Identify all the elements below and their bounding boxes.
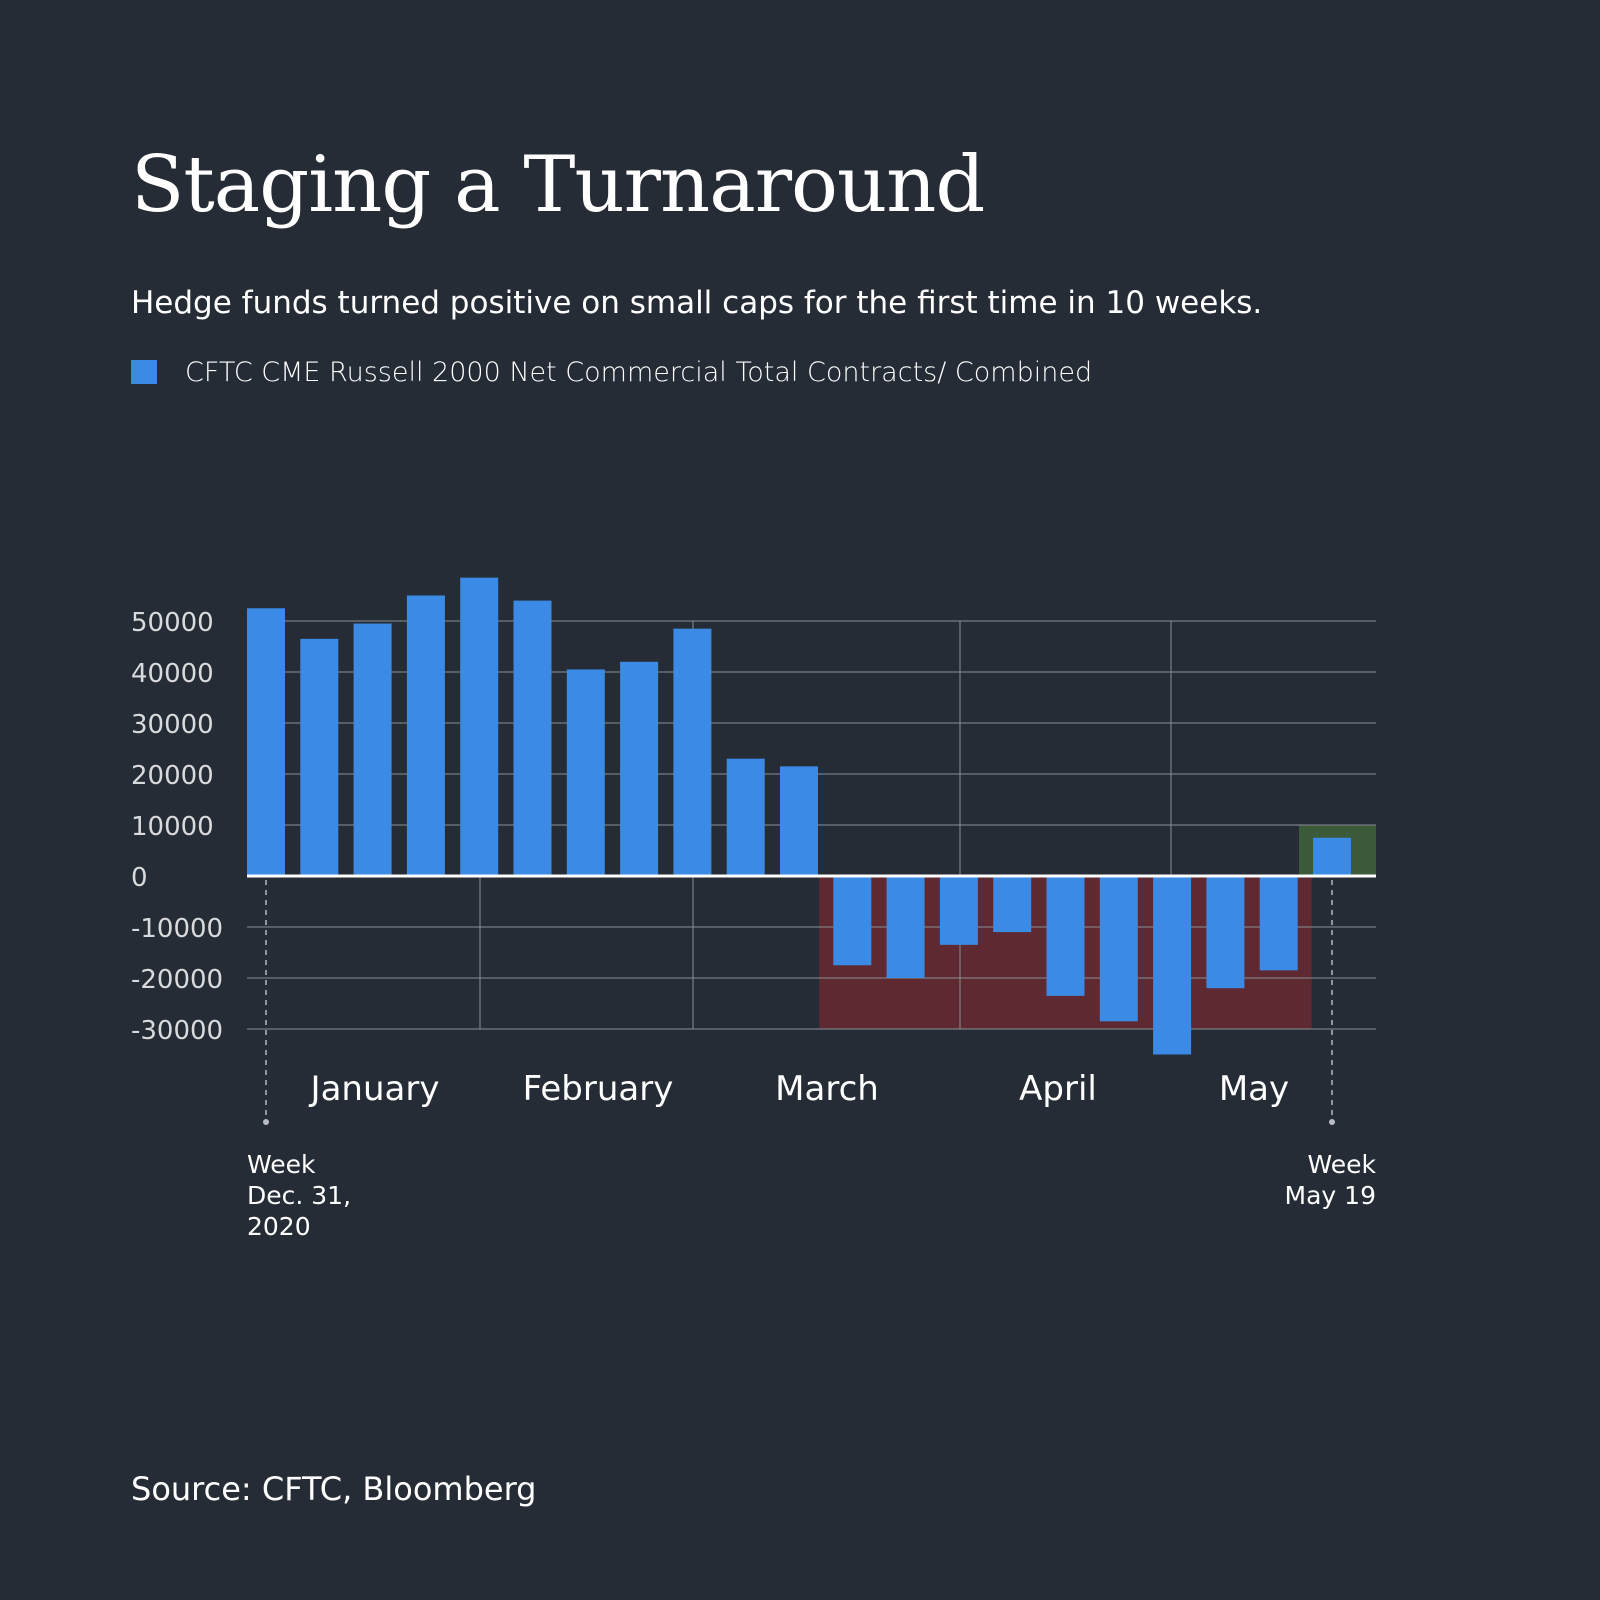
bar: [993, 876, 1032, 933]
start-week-label: 2020: [247, 1212, 311, 1241]
legend: CFTC CME Russell 2000 Net Commercial Tot…: [131, 356, 1092, 388]
source-note: Source: CFTC, Bloomberg: [131, 1470, 537, 1508]
end-week-label: May 19: [1285, 1181, 1376, 1210]
bar: [673, 628, 712, 876]
y-tick-label: 20000: [131, 761, 214, 791]
bar: [620, 661, 659, 876]
month-label: February: [523, 1069, 674, 1109]
y-tick-label: 40000: [131, 659, 214, 689]
bar: [780, 766, 818, 876]
chart-subtitle: Hedge funds turned positive on small cap…: [131, 285, 1263, 321]
page-title: Staging a Turnaround: [131, 140, 985, 230]
bar: [566, 669, 605, 876]
month-label: January: [309, 1069, 440, 1109]
bar: [939, 876, 978, 945]
bar: [886, 876, 925, 978]
week-marker-dot: [1329, 1119, 1335, 1125]
bar: [406, 595, 445, 876]
bar: [460, 577, 499, 876]
legend-label: CFTC CME Russell 2000 Net Commercial Tot…: [185, 356, 1093, 388]
bar: [1153, 876, 1192, 1055]
bar: [300, 638, 339, 876]
month-label: April: [1019, 1069, 1097, 1109]
y-tick-label: 30000: [131, 710, 214, 740]
bar: [1313, 837, 1351, 876]
y-tick-label: -10000: [131, 914, 223, 944]
bar: [1259, 876, 1298, 971]
bar: [1206, 876, 1245, 989]
bar: [247, 608, 285, 876]
y-tick-label: 0: [131, 863, 148, 893]
bar: [513, 600, 552, 876]
end-week-label: Week: [1308, 1150, 1377, 1179]
month-label: May: [1219, 1069, 1289, 1109]
week-marker-dot: [263, 1119, 269, 1125]
bar: [726, 758, 765, 876]
legend-swatch: [131, 360, 157, 384]
y-tick-label: 50000: [131, 608, 214, 638]
bar: [1046, 876, 1085, 996]
y-tick-label: -30000: [131, 1016, 223, 1046]
y-tick-label: -20000: [131, 965, 223, 995]
start-week-label: Week: [247, 1150, 316, 1179]
y-tick-label: 10000: [131, 812, 214, 842]
bar: [833, 876, 872, 966]
bar: [353, 623, 392, 876]
bar: [1099, 876, 1138, 1022]
month-label: March: [775, 1069, 879, 1109]
start-week-label: Dec. 31,: [247, 1181, 351, 1210]
